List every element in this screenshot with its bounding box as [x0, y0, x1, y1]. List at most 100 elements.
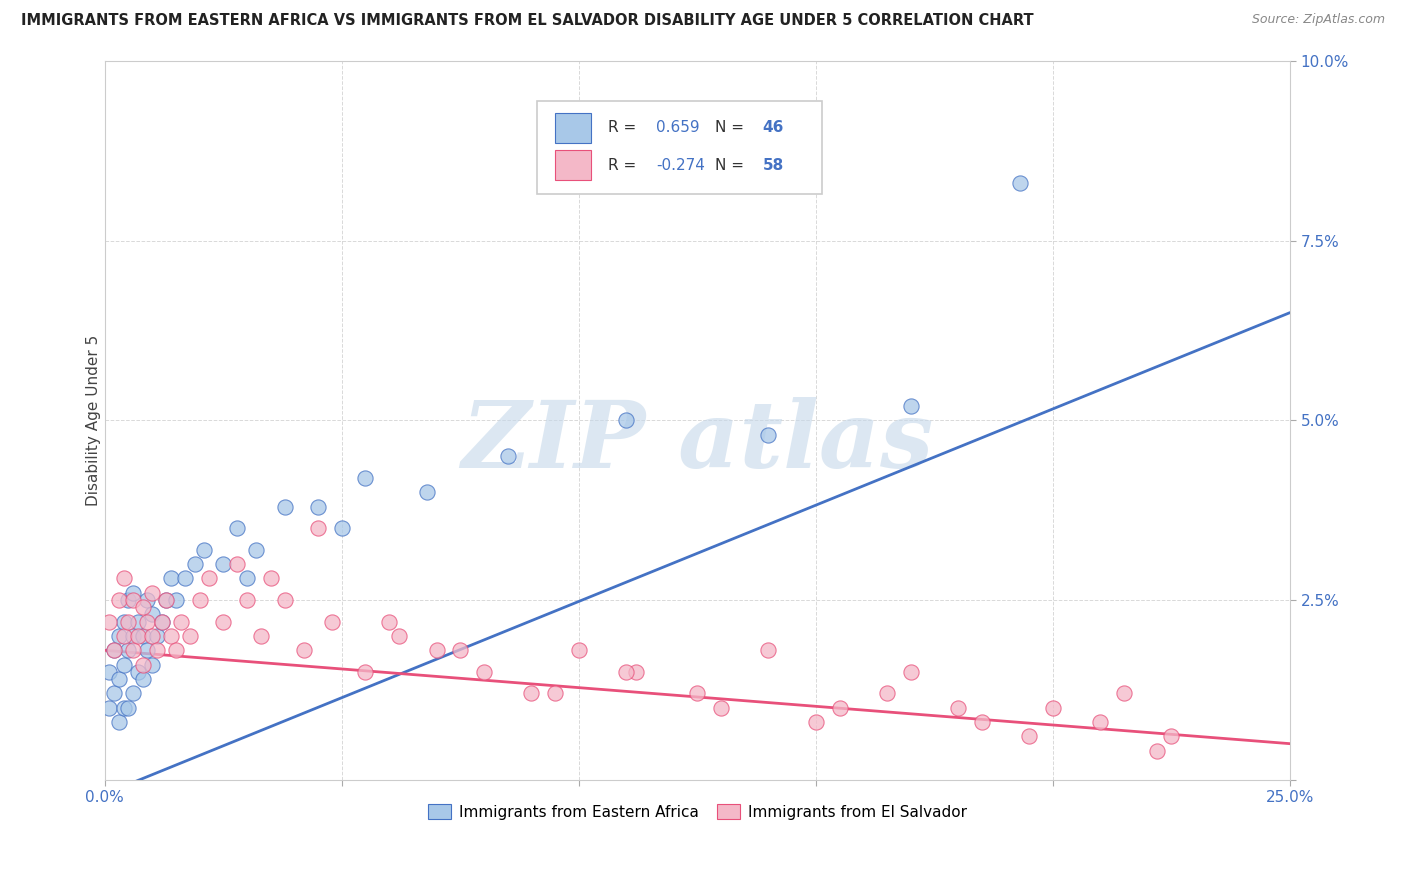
Point [212, 557, 235, 571]
Point [117, 700, 139, 714]
Point [426, 643, 449, 657]
Point [122, 643, 145, 657]
Point [103, 643, 125, 657]
Point [155, 593, 177, 607]
Point [136, 593, 159, 607]
Point [117, 615, 139, 629]
Point [108, 715, 131, 730]
Text: R =: R = [609, 158, 641, 173]
Point [274, 500, 297, 514]
Point [108, 593, 131, 607]
Y-axis label: Disability Age Under 5: Disability Age Under 5 [86, 334, 101, 506]
Point [141, 607, 163, 622]
Point [112, 615, 135, 629]
Point [112, 571, 135, 585]
Point [188, 593, 211, 607]
Point [1018, 730, 1040, 744]
Point [496, 450, 519, 464]
Point [292, 643, 315, 657]
Point [307, 521, 329, 535]
Point [946, 700, 969, 714]
Point [236, 593, 259, 607]
Text: ZIP atlas: ZIP atlas [461, 397, 934, 487]
Point [98, 615, 121, 629]
FancyBboxPatch shape [537, 101, 823, 194]
Point [259, 571, 281, 585]
Legend: Immigrants from Eastern Africa, Immigrants from El Salvador: Immigrants from Eastern Africa, Immigran… [422, 797, 973, 826]
Point [624, 665, 647, 679]
Point [1112, 686, 1135, 700]
Point [165, 593, 187, 607]
Point [174, 571, 197, 585]
Point [122, 629, 145, 643]
Point [98, 665, 121, 679]
Point [307, 500, 329, 514]
Text: 0.659: 0.659 [655, 120, 700, 136]
FancyBboxPatch shape [555, 150, 591, 180]
Point [520, 686, 543, 700]
Point [354, 665, 377, 679]
Text: R =: R = [609, 120, 641, 136]
Point [758, 643, 780, 657]
Point [127, 665, 149, 679]
Point [127, 629, 149, 643]
Point [160, 571, 183, 585]
Point [150, 615, 173, 629]
Point [160, 629, 183, 643]
Point [449, 643, 471, 657]
Point [614, 413, 637, 427]
Point [155, 593, 177, 607]
Point [131, 657, 153, 672]
Point [108, 672, 131, 686]
Point [330, 521, 353, 535]
Point [146, 643, 169, 657]
Point [321, 615, 343, 629]
Point [1160, 730, 1182, 744]
Point [103, 686, 125, 700]
Point [150, 615, 173, 629]
Point [117, 643, 139, 657]
Point [212, 615, 235, 629]
Point [226, 521, 249, 535]
Point [141, 586, 163, 600]
Point [136, 615, 159, 629]
Point [710, 700, 733, 714]
Point [122, 686, 145, 700]
Point [472, 665, 495, 679]
Point [122, 593, 145, 607]
Point [169, 615, 191, 629]
Point [568, 643, 591, 657]
Point [970, 715, 993, 730]
Point [146, 629, 169, 643]
Point [416, 485, 439, 500]
Point [184, 557, 207, 571]
Point [179, 629, 201, 643]
Point [388, 629, 411, 643]
Point [112, 657, 135, 672]
Point [900, 399, 922, 413]
Point [250, 629, 273, 643]
Text: 46: 46 [762, 120, 785, 136]
Point [274, 593, 297, 607]
Point [544, 686, 567, 700]
Point [900, 665, 922, 679]
Point [165, 643, 187, 657]
Point [245, 542, 267, 557]
Point [1042, 700, 1064, 714]
Point [136, 643, 159, 657]
Point [131, 629, 153, 643]
Point [117, 593, 139, 607]
Point [1090, 715, 1112, 730]
Point [108, 629, 131, 643]
Text: 58: 58 [762, 158, 783, 173]
Point [226, 557, 249, 571]
Point [141, 657, 163, 672]
Point [354, 471, 377, 485]
Point [758, 427, 780, 442]
Point [122, 586, 145, 600]
Point [127, 615, 149, 629]
Point [112, 700, 135, 714]
FancyBboxPatch shape [555, 113, 591, 143]
Point [112, 629, 135, 643]
Point [804, 715, 827, 730]
